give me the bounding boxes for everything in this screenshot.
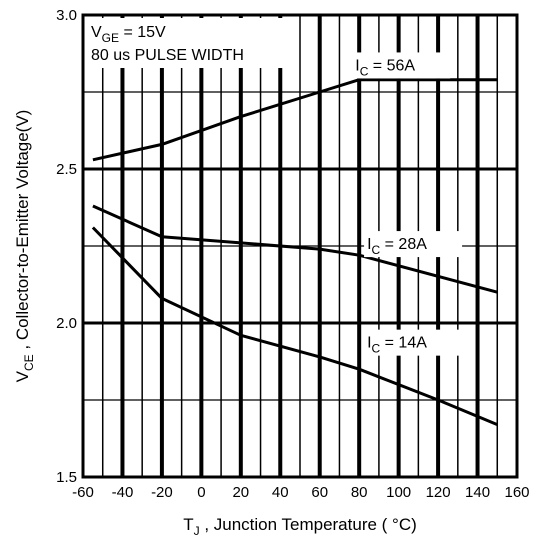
x-axis-label: TJ , Junction Temperature ( °C) (183, 515, 417, 538)
x-tick-label: 140 (465, 484, 490, 501)
y-axis-label: VCE , Collector-to-Emitter Voltage(V) (13, 110, 36, 383)
x-tick-label: -20 (151, 484, 173, 501)
annotations: VGE = 15V 80 us PULSE WIDTH IC = 56A IC = 2… (86, 18, 463, 356)
y-tick-label: 2.5 (56, 161, 77, 178)
conditions-box (86, 18, 291, 68)
x-tick-labels: -60 -40 -20 0 20 40 60 80 100 120 140 160 (72, 484, 529, 501)
x-tick-label: 80 (351, 484, 368, 501)
y-tick-label: 1.5 (56, 469, 77, 486)
condition-2: 80 us PULSE WIDTH (91, 47, 244, 64)
y-tick-label: 3.0 (56, 7, 77, 24)
series-layer (91, 78, 498, 426)
y-tick-labels: 1.5 2.0 2.5 3.0 (56, 7, 77, 486)
x-tick-label: 160 (504, 484, 529, 501)
series-label-2: IC = 28A (367, 236, 427, 257)
series-line-1 (92, 78, 498, 162)
x-tick-label: -40 (112, 484, 134, 501)
series-label-1: IC = 56A (355, 57, 415, 78)
series-label-bg (352, 52, 451, 79)
x-tick-label: 60 (311, 484, 328, 501)
x-tick-label: 40 (272, 484, 289, 501)
series-label-3: IC = 14A (367, 335, 427, 356)
x-tick-label: 20 (232, 484, 249, 501)
plot-frame (81, 13, 519, 479)
x-tick-label: 0 (197, 484, 205, 501)
y-tick-label: 2.0 (56, 315, 77, 332)
series-label-bg (364, 329, 463, 356)
series-label-bg (364, 231, 463, 258)
x-tick-label: 100 (386, 484, 411, 501)
x-tick-label: 120 (426, 484, 451, 501)
series-line-3 (91, 226, 498, 426)
condition-1: VGE = 15V (91, 24, 166, 45)
x-tick-label: -60 (72, 484, 94, 501)
series-line-2 (92, 204, 498, 294)
